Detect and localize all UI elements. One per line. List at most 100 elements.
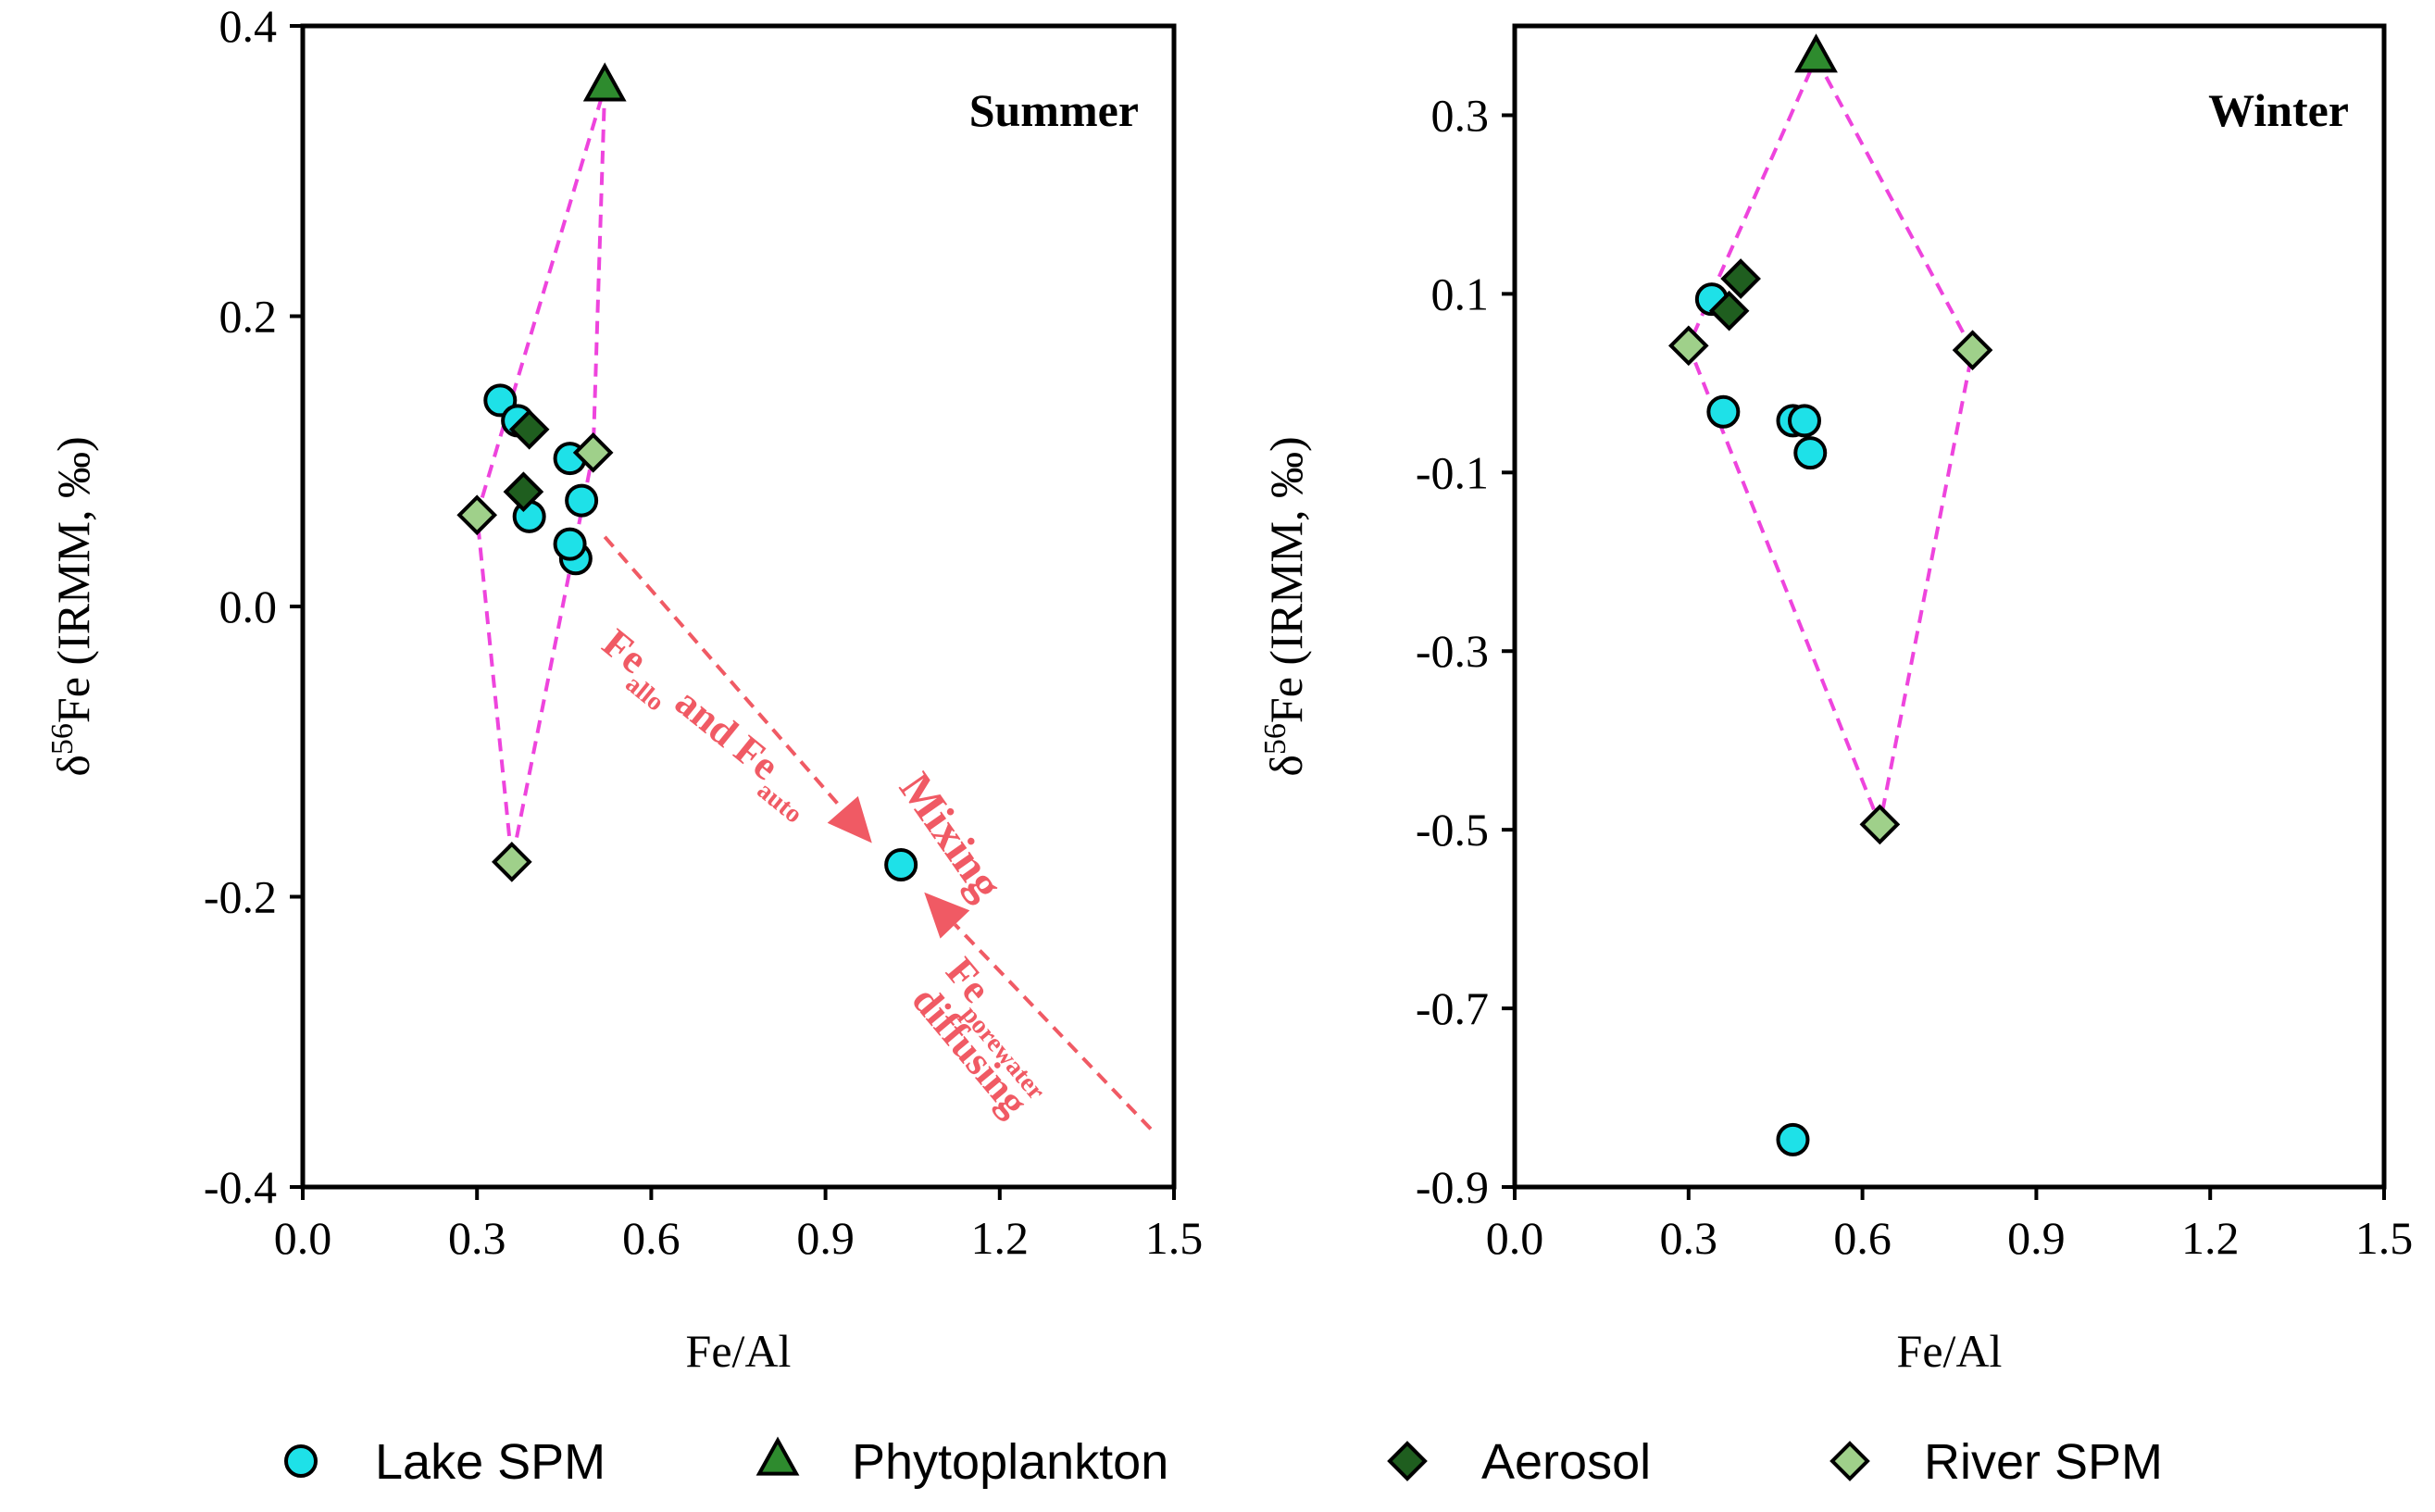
legend-label: Lake SPM	[375, 1434, 606, 1490]
x-tick-label: 0.9	[2007, 1212, 2066, 1264]
summer-envelope	[475, 86, 607, 863]
x-tick-label: 0.0	[274, 1212, 332, 1264]
x-tick-label: 0.3	[1660, 1212, 1718, 1264]
aerosol-point	[1720, 258, 1761, 299]
winter-y-axis-delta: δ	[1260, 755, 1312, 777]
winter-y-tick-labels: 0.3 0.1 -0.1 -0.3 -0.5 -0.7 -0.9	[1416, 89, 1489, 1213]
series-aerosol	[1708, 258, 1761, 331]
mixing-arrow-porewater	[924, 892, 1153, 1131]
envelope-line	[1686, 54, 1975, 831]
arrow-shaft	[953, 923, 1153, 1131]
river-spm-point	[1667, 325, 1709, 367]
arrow-head	[924, 892, 970, 939]
winter-y-axis-sup: 56	[1258, 723, 1292, 755]
winter-title: Winter	[2208, 84, 2349, 136]
summer-points	[456, 62, 918, 882]
summer-y-tick-labels: -0.4 -0.2 0.0 0.2 0.4	[204, 0, 277, 1213]
series-river-spm	[1667, 325, 1993, 845]
y-tick-label: 0.0	[219, 581, 278, 632]
winter-points	[1667, 33, 1993, 1156]
y-tick-label: -0.5	[1416, 804, 1489, 856]
mixing-annotation: Mixing	[890, 763, 1014, 908]
series-lake-spm	[1694, 282, 1828, 1156]
summer-y-axis-delta: δ	[47, 755, 99, 777]
arrow-shaft	[603, 535, 844, 811]
series-river-spm	[456, 432, 614, 882]
winter-y-axis-label: δ56Fe (IRMM, ‰)	[1258, 436, 1313, 776]
x-tick-label: 0.6	[622, 1212, 681, 1264]
y-tick-label: 0.2	[219, 291, 278, 343]
lake-spm-point	[1776, 1122, 1810, 1156]
summer-plot-frame	[300, 23, 1177, 1190]
legend-item-phytoplankton: Phytoplankton	[755, 1434, 1168, 1490]
x-tick-label: 1.2	[2181, 1212, 2240, 1264]
lake-spm-point	[1793, 436, 1828, 470]
x-tick-label: 1.5	[2355, 1212, 2414, 1264]
y-tick-label: -0.9	[1416, 1161, 1489, 1213]
legend-item-river-spm: River SPM	[1829, 1434, 2163, 1490]
x-tick-label: 0.9	[796, 1212, 855, 1264]
y-tick-label: -0.1	[1416, 446, 1489, 498]
y-tick-label: -0.3	[1416, 625, 1489, 677]
summer-y-axis-label: δ56Fe (IRMM, ‰)	[45, 436, 100, 776]
summer-panel: -0.4 -0.2 0.0 0.2 0.4 0.0 0.3 0.6 0.9 1.2 1.5 Sum…	[45, 0, 1204, 1377]
lake-spm-point	[565, 483, 599, 518]
y-tick-label: 0.3	[1431, 89, 1490, 141]
aerosol-point	[508, 408, 550, 450]
river-spm-point	[1952, 330, 1993, 370]
fe1-mid: and Fe	[659, 672, 788, 789]
river-spm-point	[492, 842, 532, 882]
series-aerosol	[503, 408, 550, 512]
y-tick-label: 0.1	[1431, 268, 1490, 319]
winter-y-axis-rest: Fe (IRMM, ‰)	[1260, 436, 1312, 723]
y-tick-label: -0.4	[204, 1161, 277, 1213]
legend-diamond-marker	[1829, 1441, 1870, 1481]
series-phytoplankton	[1794, 33, 1838, 73]
x-tick-label: 0.0	[1486, 1212, 1544, 1264]
lake-spm-point	[1706, 394, 1741, 429]
summer-tick-marks	[290, 24, 1176, 1200]
river-spm-point	[456, 494, 498, 536]
lake-spm-point	[553, 527, 587, 561]
legend-label: Phytoplankton	[852, 1434, 1168, 1490]
x-tick-label: 0.3	[448, 1212, 506, 1264]
x-tick-label: 1.5	[1145, 1212, 1204, 1264]
winter-envelope	[1686, 54, 1975, 831]
summer-x-axis-label: Fe/Al	[686, 1325, 792, 1377]
legend-circle-marker	[284, 1444, 318, 1478]
phytoplankton-point	[1794, 33, 1838, 73]
summer-y-axis-sup: 56	[45, 723, 80, 755]
arrow-head	[827, 795, 872, 843]
x-tick-label: 1.2	[971, 1212, 1030, 1264]
x-tick-label: 0.6	[1833, 1212, 1892, 1264]
aerosol-point	[503, 471, 544, 512]
summer-y-axis-rest: Fe (IRMM, ‰)	[47, 436, 99, 723]
fe-porewater-annotation: Feporewater diffusing	[904, 949, 1051, 1125]
winter-x-tick-labels: 0.0 0.3 0.6 0.9 1.2 1.5	[1486, 1212, 2414, 1264]
fe1-base: Fe	[594, 620, 656, 682]
legend-triangle-marker	[755, 1436, 800, 1476]
summer-arrows	[603, 535, 1153, 1131]
legend-label: River SPM	[1924, 1434, 2163, 1490]
series-phytoplankton	[582, 62, 627, 102]
winter-tick-marks	[1502, 113, 2386, 1200]
y-tick-label: -0.2	[204, 871, 277, 923]
summer-title: Summer	[969, 84, 1139, 136]
series-lake-spm	[483, 383, 918, 882]
winter-x-axis-label: Fe/Al	[1897, 1325, 2003, 1377]
river-spm-point	[1859, 804, 1901, 845]
lake-spm-point	[884, 848, 918, 882]
lake-spm-point	[1788, 404, 1821, 438]
mixing-arrow-allo-auto	[603, 535, 872, 843]
winter-panel: 0.3 0.1 -0.1 -0.3 -0.5 -0.7 -0.9 0.0 0.3 0.6 0.9 1…	[1258, 23, 2414, 1377]
summer-x-tick-labels: 0.0 0.3 0.6 0.9 1.2 1.5	[274, 1212, 1204, 1264]
legend-diamond-marker	[1387, 1441, 1428, 1481]
legend-label: Aerosol	[1481, 1434, 1651, 1490]
legend-item-aerosol: Aerosol	[1387, 1434, 1651, 1490]
river-spm-point	[572, 432, 614, 473]
envelope-line	[475, 86, 607, 863]
legend-item-lake-spm: Lake SPM	[284, 1434, 606, 1490]
phytoplankton-point	[582, 62, 627, 102]
y-tick-label: -0.7	[1416, 982, 1489, 1034]
